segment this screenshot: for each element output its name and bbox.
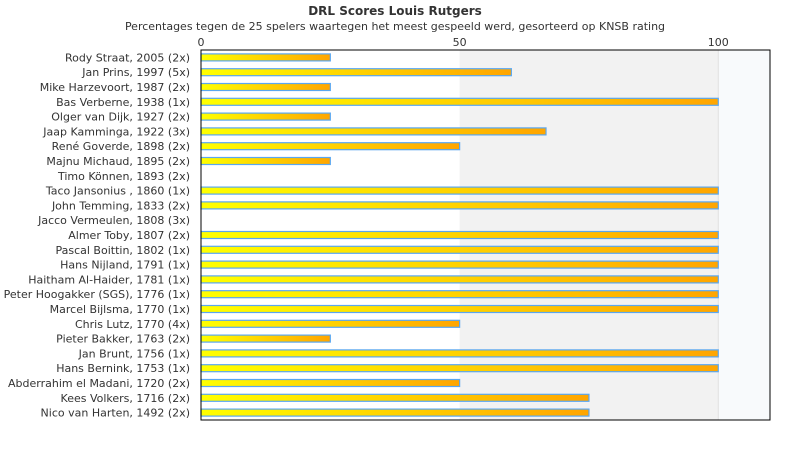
category-label: Pieter Bakker, 1763 (2x) <box>56 333 190 346</box>
chart-title: DRL Scores Louis Rutgers <box>308 4 482 18</box>
category-label: Jan Prins, 1997 (5x) <box>81 66 190 79</box>
category-label: Timo Können, 1893 (2x) <box>57 170 190 183</box>
category-label: Nico van Harten, 1492 (2x) <box>41 407 190 420</box>
bar <box>200 230 719 240</box>
category-label: Rody Straat, 2005 (2x) <box>65 51 190 64</box>
category-label: Olger van Dijk, 1927 (2x) <box>51 111 190 124</box>
bar <box>200 127 547 136</box>
category-label: Pascal Boittin, 1802 (1x) <box>55 244 190 257</box>
bar <box>200 82 331 92</box>
category-label: Hans Nijland, 1791 (1x) <box>60 259 190 272</box>
x-tick-label: 50 <box>453 36 467 49</box>
category-label: Jan Brunt, 1756 (1x) <box>78 347 190 360</box>
bar <box>200 275 719 284</box>
bar <box>200 290 719 299</box>
category-label: Haitham Al-Haider, 1781 (1x) <box>28 273 190 286</box>
x-tick-label: 100 <box>708 36 729 49</box>
category-label: René Goverde, 1898 (2x) <box>52 140 190 153</box>
category-label: Hans Bernink, 1753 (1x) <box>56 362 190 375</box>
bar <box>200 53 331 62</box>
bar <box>200 378 461 388</box>
plot-frame <box>200 49 771 421</box>
bar <box>200 319 461 328</box>
category-label: Kees Volkers, 1716 (2x) <box>61 392 190 405</box>
bar <box>200 408 590 417</box>
bar <box>200 393 590 402</box>
chart-subtitle: Percentages tegen de 25 spelers waartege… <box>124 20 666 33</box>
bar <box>200 201 719 210</box>
bar <box>200 112 331 121</box>
category-label: John Temming, 1833 (2x) <box>51 199 190 212</box>
category-label: Abderrahim el Madani, 1720 (2x) <box>8 377 190 390</box>
category-label: Jacco Vermeulen, 1808 (3x) <box>37 214 190 227</box>
category-label: Chris Lutz, 1770 (4x) <box>75 318 190 331</box>
x-tick-label: 0 <box>198 36 205 49</box>
bar <box>200 334 331 343</box>
category-label: Peter Hoogakker (SGS), 1776 (1x) <box>4 288 190 301</box>
bar <box>200 364 719 373</box>
bar <box>200 186 719 195</box>
bar <box>200 349 719 358</box>
bar <box>200 304 719 314</box>
category-label: Marcel Bijlsma, 1770 (1x) <box>50 303 190 316</box>
category-label: Mike Harzevoort, 1987 (2x) <box>40 81 190 94</box>
bar <box>200 260 719 269</box>
bar <box>200 68 512 77</box>
category-label: Almer Toby, 1807 (2x) <box>68 229 190 242</box>
category-label: Bas Verberne, 1938 (1x) <box>56 96 190 109</box>
bar <box>200 245 719 254</box>
bar <box>200 142 461 151</box>
category-label: Jaap Kamminga, 1922 (3x) <box>42 125 190 138</box>
bar <box>200 156 331 166</box>
category-label: Taco Jansonius , 1860 (1x) <box>45 185 190 198</box>
bar <box>200 97 719 106</box>
category-label: Majnu Michaud, 1895 (2x) <box>46 155 190 168</box>
plot-band-high <box>718 50 770 420</box>
